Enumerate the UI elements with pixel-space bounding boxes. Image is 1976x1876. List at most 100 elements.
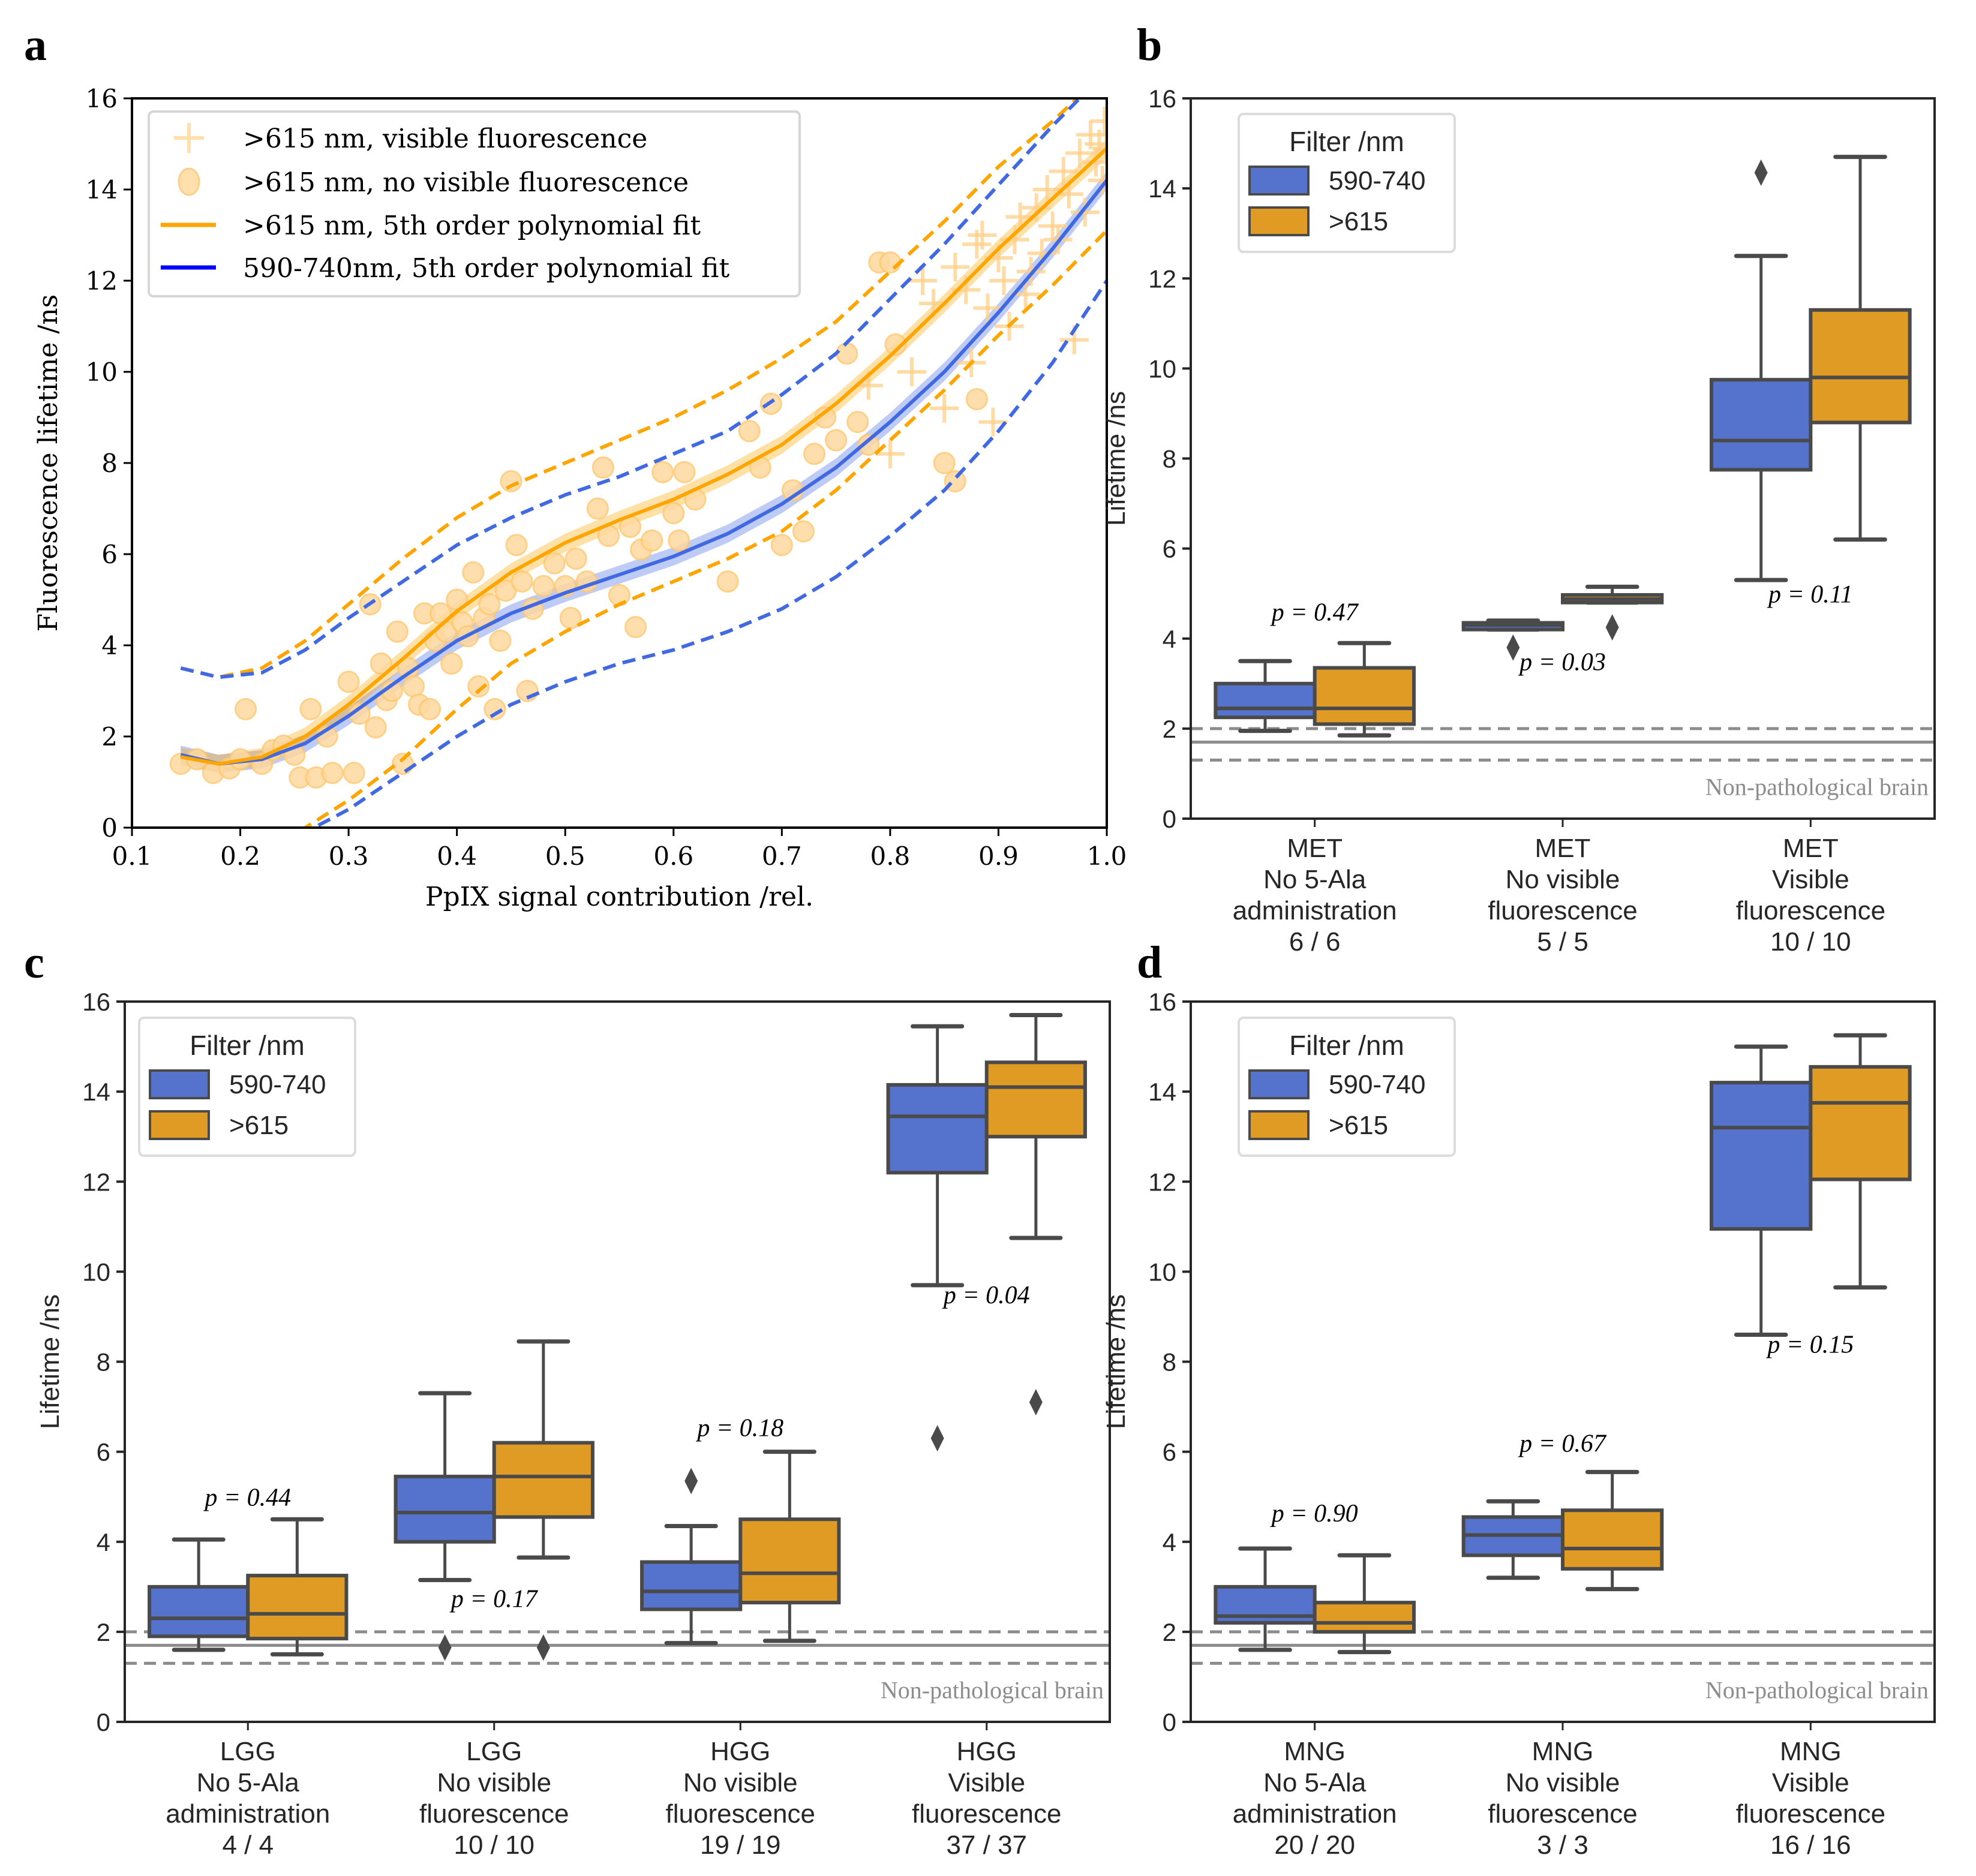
- box-615-3: [984, 1013, 1087, 1416]
- outlier-marker: [1029, 1389, 1043, 1416]
- y-tick-label: 0: [97, 1708, 110, 1736]
- scatter-point-visible-fluorescence: [989, 266, 1019, 295]
- p-value-label: p = 0.90: [1270, 1500, 1358, 1528]
- scatter-point-no-visible-fluorescence: [440, 652, 463, 675]
- category-label: fluorescence: [666, 1799, 815, 1829]
- panel-letter-d: d: [1137, 937, 1162, 988]
- y-axis-label: Lifetime /ns: [35, 1294, 65, 1429]
- scatter-point-no-visible-fluorescence: [321, 762, 344, 784]
- outlier-marker: [438, 1634, 452, 1661]
- box-615-2: [738, 1450, 841, 1643]
- scatter-point-no-visible-fluorescence: [500, 470, 522, 492]
- y-tick-label: 14: [82, 1078, 110, 1106]
- box-iqr: [1214, 681, 1317, 720]
- y-tick-label: 8: [1163, 1348, 1176, 1376]
- scatter-point-no-visible-fluorescence: [651, 461, 674, 483]
- box-615-0: [246, 1517, 349, 1656]
- p-value-label: p = 0.47: [1270, 599, 1359, 627]
- category-label: fluorescence: [419, 1799, 569, 1829]
- scatter-point-no-visible-fluorescence: [402, 675, 425, 698]
- p-value-label: p = 0.15: [1765, 1331, 1854, 1358]
- outlier-marker: [1754, 159, 1768, 186]
- prediction-upper-615: [180, 98, 1080, 680]
- legend: Filter /nm 590-740 >615: [138, 1017, 356, 1157]
- scatter-point-no-visible-fluorescence: [337, 671, 360, 693]
- legend-label: >615 nm, visible fluorescence: [243, 124, 647, 154]
- scatter-point-no-visible-fluorescence: [462, 561, 485, 584]
- scatter-point-visible-fluorescence: [908, 266, 938, 295]
- box-590-740-2: [640, 1468, 743, 1646]
- y-tick-label: 4: [1163, 1528, 1176, 1556]
- outlier-marker: [1605, 614, 1619, 641]
- scatter-point-no-visible-fluorescence: [857, 434, 880, 456]
- legend: >615 nm, visible fluorescence >615 nm, no…: [148, 110, 801, 297]
- scatter-point-visible-fluorescence: [1070, 198, 1100, 227]
- box-590-740-1: [394, 1391, 496, 1661]
- box-iqr: [738, 1517, 841, 1605]
- legend: Filter /nm 590-740 >615: [1238, 113, 1456, 253]
- y-tick-label: 14: [1148, 175, 1176, 203]
- scatter-point-no-visible-fluorescence: [624, 616, 647, 639]
- scatter-point-visible-fluorescence: [978, 407, 1008, 437]
- x-tick-label: 0.7: [762, 841, 802, 871]
- x-tick-label: 0.4: [437, 841, 477, 871]
- y-tick-label: 0: [101, 813, 118, 843]
- category-label: Visible: [1772, 1768, 1849, 1797]
- scatter-point-visible-fluorescence: [875, 439, 905, 468]
- panel-b-boxplot: Non-pathological brain p = 0.47 p = 0.03 p …: [1101, 85, 1936, 957]
- y-tick-label: 0: [1163, 805, 1176, 833]
- box-iqr: [148, 1585, 250, 1639]
- reference-label: Non-pathological brain: [1705, 773, 1929, 800]
- outlier-marker: [1506, 634, 1520, 661]
- scatter-point-visible-fluorescence: [1022, 193, 1051, 223]
- category-label: No 5-Ala: [1263, 1768, 1367, 1797]
- legend-title: Filter /nm: [190, 1030, 305, 1061]
- scatter-point-no-visible-fluorescence: [478, 593, 501, 616]
- box-615-0: [1313, 1553, 1416, 1655]
- y-tick-label: 6: [1163, 535, 1176, 563]
- box-590-740-1: [1461, 1499, 1565, 1580]
- scatter-point-no-visible-fluorescence: [343, 762, 365, 784]
- category-label: No 5-Ala: [1263, 865, 1367, 894]
- scatter-point-no-visible-fluorescence: [391, 753, 414, 775]
- scatter-point-no-visible-fluorescence: [673, 461, 696, 483]
- legend-label: >615: [1329, 1111, 1388, 1140]
- scatter-point-no-visible-fluorescence: [484, 698, 506, 720]
- scatter-point-no-visible-fluorescence: [532, 575, 555, 597]
- scatter-point-visible-fluorescence: [1038, 211, 1067, 240]
- scatter-point-visible-fluorescence: [1090, 107, 1107, 136]
- box-iqr: [1710, 378, 1813, 472]
- box-iqr: [984, 1060, 1087, 1139]
- box-590-740-2: [1710, 1044, 1813, 1337]
- y-tick-label: 6: [101, 540, 118, 569]
- scatter-point-no-visible-fluorescence: [543, 552, 566, 575]
- scatter-point-no-visible-fluorescence: [792, 520, 815, 543]
- category-label: MNG: [1532, 1737, 1594, 1766]
- scatter-point-no-visible-fluorescence: [564, 548, 587, 570]
- legend-swatch-615: [1248, 1110, 1310, 1140]
- category-label: administration: [1233, 1799, 1397, 1829]
- x-tick-label: 0.8: [870, 841, 910, 871]
- box-iqr: [1313, 666, 1416, 726]
- category-label: LGG: [466, 1737, 522, 1766]
- legend-title: Filter /nm: [1289, 126, 1404, 157]
- category-label: Visible: [948, 1768, 1025, 1797]
- category-label: fluorescence: [1488, 896, 1637, 925]
- scatter-point-visible-fluorescence: [1032, 175, 1062, 204]
- scatter-point-no-visible-fluorescence: [716, 570, 739, 593]
- category-label: administration: [1233, 896, 1397, 925]
- panel-a-scatter: 0 2 4 6 8 10 12 14 16 0.1 0.2 0.3 0.4 0.5 0.6 0.7 0.8 0.9…: [33, 84, 1127, 912]
- fit-line-615: [180, 147, 1107, 766]
- p-value-label: p = 0.67: [1518, 1430, 1607, 1458]
- y-axis-label: Lifetime /ns: [1101, 391, 1131, 526]
- category-label: MET: [1287, 834, 1343, 863]
- scatter-point-no-visible-fluorescence: [586, 497, 609, 520]
- panel-letter-b: b: [1137, 20, 1162, 70]
- panel-d-boxplot: Non-pathological brain p = 0.90 p = 0.67 p …: [1101, 988, 1936, 1860]
- y-tick-label: 4: [1163, 625, 1176, 653]
- scatter-point-visible-fluorescence: [1000, 225, 1029, 254]
- y-tick-label: 14: [1148, 1078, 1176, 1106]
- y-tick-label: 10: [86, 357, 118, 387]
- y-tick-label: 10: [1148, 1258, 1176, 1286]
- legend-label: >615: [229, 1111, 289, 1140]
